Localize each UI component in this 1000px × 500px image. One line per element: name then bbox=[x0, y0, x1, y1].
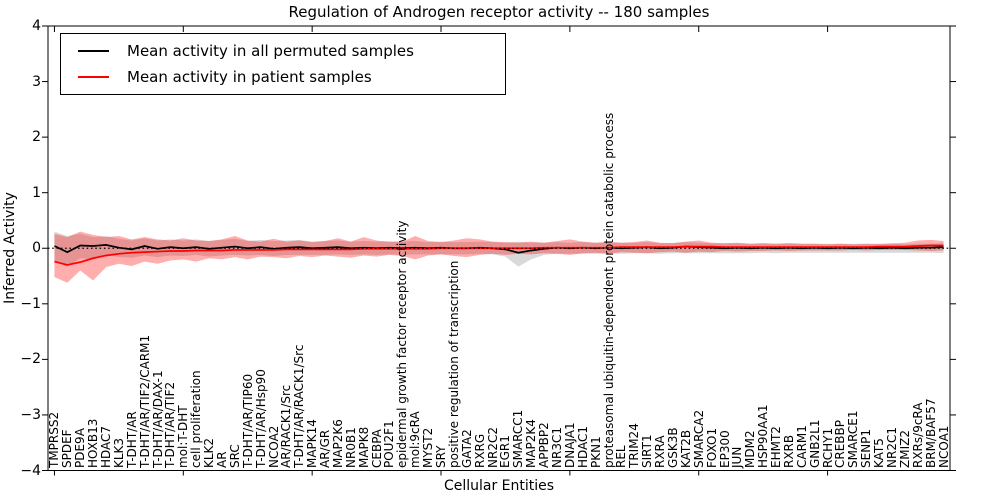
x-tick-label: MAP2K6 bbox=[330, 419, 345, 468]
x-tick-label: NR0B1 bbox=[343, 427, 358, 468]
y-tick-label: −2 bbox=[20, 351, 41, 368]
x-tick-label: T-DHT/AR bbox=[124, 411, 139, 468]
x-tick-label: JUN bbox=[730, 446, 745, 468]
x-tick-label: HDAC1 bbox=[575, 425, 590, 468]
x-tick-label: SMARCE1 bbox=[846, 410, 861, 468]
x-tick-label: POU2F1 bbox=[382, 420, 397, 468]
x-tick-label: epidermal growth factor receptor activit… bbox=[395, 220, 410, 468]
x-tick-label: GNB2L1 bbox=[807, 419, 822, 468]
x-tick-label: SIRT1 bbox=[640, 434, 655, 468]
x-tick-label: SRC bbox=[227, 444, 242, 468]
x-tick-label: TMPRSS2 bbox=[47, 411, 62, 468]
x-tick-label: KAT2B bbox=[678, 429, 693, 468]
x-tick-label: positive regulation of transcription bbox=[446, 260, 461, 468]
x-tick-label: CREBBP bbox=[833, 420, 848, 468]
permuted-line-sample bbox=[78, 50, 109, 52]
y-tick-label: 0 bbox=[32, 240, 41, 257]
x-tick-label: SPDEF bbox=[60, 429, 75, 468]
x-tick-label: proteasomal ubiquitin-dependent protein … bbox=[601, 112, 616, 468]
figure-title: Regulation of Androgen receptor activity… bbox=[288, 3, 710, 21]
y-tick-label: −1 bbox=[20, 295, 41, 312]
x-tick-label: RCHY1 bbox=[820, 427, 835, 468]
y-tick-label: 2 bbox=[32, 129, 41, 146]
x-tick-label: REL bbox=[614, 445, 629, 468]
x-tick-label: CEBPA bbox=[369, 429, 384, 468]
x-tick-label: EP300 bbox=[717, 430, 732, 468]
x-tick-label: FOXO1 bbox=[704, 427, 719, 468]
x-tick-label: SMARCA2 bbox=[691, 409, 706, 468]
x-tick-label: SMARCC1 bbox=[511, 409, 526, 468]
x-tick-label: KLK2 bbox=[202, 437, 217, 468]
y-tick-label: 1 bbox=[32, 184, 41, 201]
x-tick-label: GATA2 bbox=[459, 429, 474, 468]
x-tick-label: mol:9cRA bbox=[408, 411, 423, 468]
x-tick-label: MYST2 bbox=[421, 427, 436, 468]
x-tick-label: T-DHT/AR/Hsp90 bbox=[253, 369, 268, 468]
x-tick-label: cell proliferation bbox=[189, 370, 204, 468]
y-tick-label: 4 bbox=[32, 18, 41, 34]
x-tick-label: EGR1 bbox=[498, 435, 513, 468]
x-tick-label: TRIM24 bbox=[627, 423, 642, 468]
x-tick-label: SENP1 bbox=[859, 428, 874, 468]
x-tick-label: AR bbox=[214, 451, 229, 468]
x-tick-label: KAT5 bbox=[872, 438, 887, 468]
x-tick-label: T-DHT/AR/DAX-1 bbox=[150, 370, 165, 468]
y-tick-label: 3 bbox=[32, 73, 41, 90]
mean-line-1 bbox=[54, 244, 944, 266]
y-tick-label: −4 bbox=[20, 462, 41, 479]
x-tick-label: EHMT2 bbox=[769, 426, 784, 468]
x-tick-label: NR2C2 bbox=[485, 427, 500, 468]
x-tick-label: RXRG bbox=[472, 433, 487, 468]
legend: Mean activity in all permuted samples Me… bbox=[60, 33, 506, 95]
legend-entry-patient: Mean activity in patient samples bbox=[61, 68, 505, 86]
x-tick-label: MAPK8 bbox=[356, 426, 371, 468]
x-tick-label: HDAC7 bbox=[98, 425, 113, 468]
x-tick-label: AR/RACK1/Src bbox=[279, 384, 294, 468]
x-tick-label: T-DHT/AR/RACK1/Src bbox=[292, 344, 307, 468]
x-tick-label: NR3C1 bbox=[549, 427, 564, 468]
x-tick-label: RXRB bbox=[781, 434, 796, 468]
x-tick-label: GSK3B bbox=[665, 427, 680, 468]
y-tick-label: −3 bbox=[20, 406, 41, 423]
x-tick-label: HOXB13 bbox=[86, 418, 101, 468]
x-tick-label: SRY bbox=[434, 445, 448, 468]
x-tick-label: T-DHT/AR/TIP60 bbox=[240, 373, 255, 468]
x-tick-label: MDM2 bbox=[743, 430, 758, 468]
x-tick-label: NCOA2 bbox=[266, 425, 281, 468]
legend-label-patient: Mean activity in patient samples bbox=[127, 68, 372, 86]
legend-entry-permuted: Mean activity in all permuted samples bbox=[61, 42, 505, 60]
x-tick-label: BRM/BAF57 bbox=[923, 398, 938, 468]
uncertainty-band-1 bbox=[54, 231, 944, 283]
x-tick-label: RXRA bbox=[653, 435, 668, 468]
x-tick-label: APPBP2 bbox=[537, 422, 552, 468]
x-tick-label: CARM1 bbox=[794, 425, 809, 468]
x-axis-label: Cellular Entities bbox=[443, 478, 555, 494]
x-tick-label: T-DHT/AR/TIF2/CARM1 bbox=[137, 334, 152, 468]
legend-label-permuted: Mean activity in all permuted samples bbox=[127, 42, 414, 60]
x-tick-label: KLK3 bbox=[111, 437, 126, 468]
x-tick-label: HSP90AA1 bbox=[756, 404, 771, 468]
x-tick-label: PDE9A bbox=[73, 428, 88, 468]
x-tick-label: mol:T-DHT bbox=[176, 405, 191, 468]
x-tick-label: RXRs/9cRA bbox=[910, 402, 925, 468]
x-tick-label: NCOA1 bbox=[936, 425, 951, 468]
x-tick-label: MAP2K4 bbox=[524, 419, 539, 468]
x-tick-label: NR2C1 bbox=[885, 427, 899, 468]
x-tick-label: DNAJA1 bbox=[562, 422, 577, 468]
x-tick-label: PKN1 bbox=[588, 436, 603, 468]
x-tick-label: MAPK14 bbox=[305, 419, 320, 468]
x-tick-label: T-DHT/AR/TIF2 bbox=[163, 381, 178, 468]
x-tick-label: ZMIZ2 bbox=[897, 430, 912, 468]
patient-line-sample bbox=[78, 76, 109, 78]
x-tick-label: AR/GR bbox=[318, 429, 333, 468]
